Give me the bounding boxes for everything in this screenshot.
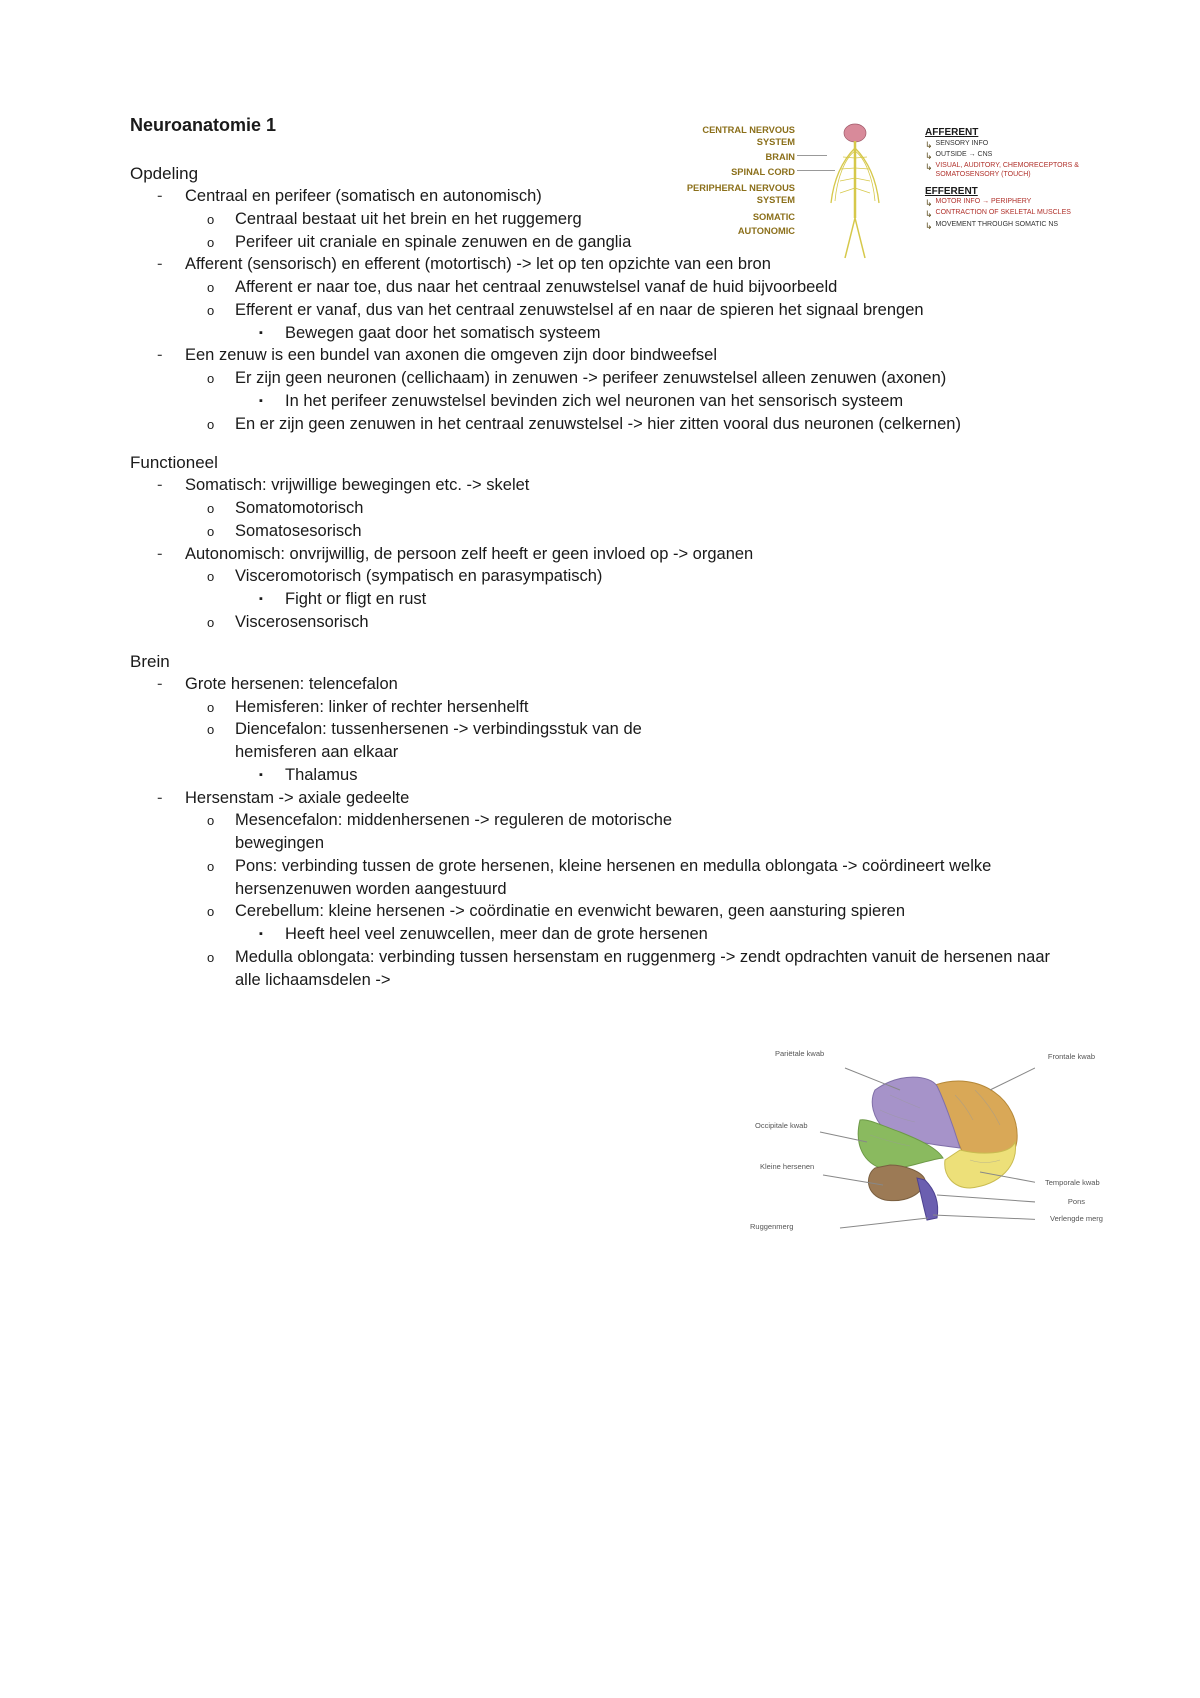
- brain-label-parietale: Pariëtale kwab: [775, 1050, 824, 1058]
- list-text: Efferent er vanaf, dus van het centraal …: [235, 301, 924, 319]
- list-item: Diencefalon: tussenhersenen -> verbindin…: [235, 718, 1080, 786]
- list-item: Bewegen gaat door het somatisch systeem: [285, 322, 1080, 345]
- section-head-functioneel: Functioneel: [130, 453, 1080, 473]
- brain-label-ruggenmerg: Ruggenmerg: [750, 1223, 793, 1231]
- brain-icon: [805, 1060, 1035, 1235]
- list-text: Centraal en perifeer (somatisch en auton…: [185, 185, 542, 208]
- brain-label-kleine: Kleine hersenen: [760, 1163, 814, 1171]
- ns-label-pns: PERIPHERAL NERVOUS SYSTEM: [665, 183, 795, 206]
- list-text: Grote hersenen: telencefalon: [185, 675, 398, 693]
- list-text: Cerebellum: kleine hersenen -> coördinat…: [235, 902, 905, 920]
- ns-sub: CONTRACTION OF SKELETAL MUSCLES: [925, 209, 1110, 220]
- list-text: Bewegen gaat door het somatisch systeem: [285, 324, 601, 342]
- brain-label-frontale: Frontale kwab: [1048, 1053, 1095, 1061]
- ns-right-labels: AFFERENT SENSORY INFO OUTSIDE → CNS VISU…: [925, 127, 1110, 232]
- brein-list: Grote hersenen: telencefalon Hemisferen:…: [130, 673, 1080, 992]
- ns-label-cns: CENTRAL NERVOUS SYSTEM: [665, 125, 795, 148]
- list-item: Een zenuw is een bundel van axonen die o…: [185, 344, 1080, 435]
- brain-label-occipitale: Occipitale kwab: [755, 1122, 808, 1130]
- list-text: Somatosesorisch: [235, 522, 362, 540]
- list-item: Mesencefalon: middenhersenen -> regulere…: [235, 809, 1080, 855]
- list-item: Grote hersenen: telencefalon Hemisferen:…: [185, 673, 1080, 787]
- list-item: Medulla oblongata: verbinding tussen her…: [235, 946, 1080, 992]
- list-text: Heeft heel veel zenuwcellen, meer dan de…: [285, 925, 708, 943]
- list-text: Autonomisch: onvrijwillig, de persoon ze…: [185, 545, 753, 563]
- list-text: Viscerosensorisch: [235, 613, 369, 631]
- list-item: Somatosesorisch: [235, 520, 1080, 543]
- list-text: Mesencefalon: middenhersenen -> regulere…: [235, 809, 685, 855]
- brain-label-verlengde: Verlengde merg: [1050, 1215, 1110, 1223]
- ns-sub: SENSORY INFO: [925, 140, 1110, 151]
- list-item: Somatomotorisch: [235, 497, 1080, 520]
- list-item: Visceromotorisch (sympatisch en parasymp…: [235, 565, 1080, 611]
- ns-sub: MOVEMENT THROUGH SOMATIC NS: [925, 221, 1110, 232]
- list-item: Somatisch: vrijwillige bewegingen etc. -…: [185, 474, 1080, 542]
- ns-label-spinal: SPINAL CORD: [665, 167, 795, 179]
- list-text: Somatomotorisch: [235, 499, 363, 517]
- brain-label-temporale: Temporale kwab: [1045, 1179, 1105, 1187]
- list-text: Hemisferen: linker of rechter hersenhelf…: [235, 698, 528, 716]
- list-text: In het perifeer zenuwstelsel bevinden zi…: [285, 392, 903, 410]
- list-text: Perifeer uit craniale en spinale zenuwen…: [235, 233, 631, 251]
- ns-sub: MOTOR INFO → PERIPHERY: [925, 198, 1110, 209]
- section-head-brein: Brein: [130, 652, 1080, 672]
- ns-label-brain: BRAIN: [665, 152, 795, 164]
- ns-sub: OUTSIDE → CNS: [925, 151, 1110, 162]
- list-item: Hersenstam -> axiale gedeelte Mesencefal…: [185, 787, 1080, 992]
- list-text: Er zijn geen neuronen (cellichaam) in ze…: [235, 369, 946, 387]
- list-text: Pons: verbinding tussen de grote hersene…: [235, 857, 991, 898]
- list-item: Fight or fligt en rust: [285, 588, 1080, 611]
- ns-label-somatic: SOMATIC: [665, 212, 795, 224]
- list-text: Centraal bestaat uit het brein en het ru…: [235, 208, 582, 231]
- list-item: In het perifeer zenuwstelsel bevinden zi…: [285, 390, 1080, 413]
- ns-label-afferent: AFFERENT: [925, 127, 1110, 140]
- ns-left-labels: CENTRAL NERVOUS SYSTEM BRAIN SPINAL CORD…: [665, 125, 795, 238]
- list-text: Hersenstam -> axiale gedeelte: [185, 789, 409, 807]
- list-text: Visceromotorisch (sympatisch en parasymp…: [235, 567, 602, 585]
- list-item: Viscerosensorisch: [235, 611, 1080, 634]
- list-item: Cerebellum: kleine hersenen -> coördinat…: [235, 900, 1080, 946]
- functioneel-list: Somatisch: vrijwillige bewegingen etc. -…: [130, 474, 1080, 633]
- ns-sub: VISUAL, AUDITORY, CHEMORECEPTORS & SOMAT…: [925, 162, 1110, 180]
- list-item: Heeft heel veel zenuwcellen, meer dan de…: [285, 923, 1080, 946]
- list-text: Diencefalon: tussenhersenen -> verbindin…: [235, 718, 685, 764]
- nervous-system-diagram: CENTRAL NERVOUS SYSTEM BRAIN SPINAL CORD…: [665, 125, 1105, 270]
- list-text: Somatisch: vrijwillige bewegingen etc. -…: [185, 476, 529, 494]
- list-item: Er zijn geen neuronen (cellichaam) in ze…: [235, 367, 1080, 413]
- list-item: Autonomisch: onvrijwillig, de persoon ze…: [185, 543, 1080, 634]
- list-item: Thalamus: [285, 764, 1080, 787]
- list-item: Pons: verbinding tussen de grote hersene…: [235, 855, 1080, 901]
- list-item: En er zijn geen zenuwen in het centraal …: [235, 413, 1080, 436]
- list-item: Afferent er naar toe, dus naar het centr…: [235, 276, 1080, 299]
- list-text: Thalamus: [285, 766, 357, 784]
- list-text: Fight or fligt en rust: [285, 590, 426, 608]
- ns-label-autonomic: AUTONOMIC: [665, 226, 795, 238]
- list-text: Een zenuw is een bundel van axonen die o…: [185, 346, 717, 364]
- list-text: En er zijn geen zenuwen in het centraal …: [235, 415, 961, 433]
- list-text: Medulla oblongata: verbinding tussen her…: [235, 948, 1050, 989]
- ns-label-efferent: EFFERENT: [925, 186, 1110, 199]
- ns-body-icon: [825, 123, 885, 263]
- list-text: Afferent er naar toe, dus naar het centr…: [235, 278, 837, 296]
- brain-diagram: Pariëtale kwab Frontale kwab Occipitale …: [715, 1045, 1095, 1255]
- list-item: Efferent er vanaf, dus van het centraal …: [235, 299, 1080, 345]
- brain-label-pons: Pons: [1068, 1198, 1085, 1206]
- list-item: Hemisferen: linker of rechter hersenhelf…: [235, 696, 1080, 719]
